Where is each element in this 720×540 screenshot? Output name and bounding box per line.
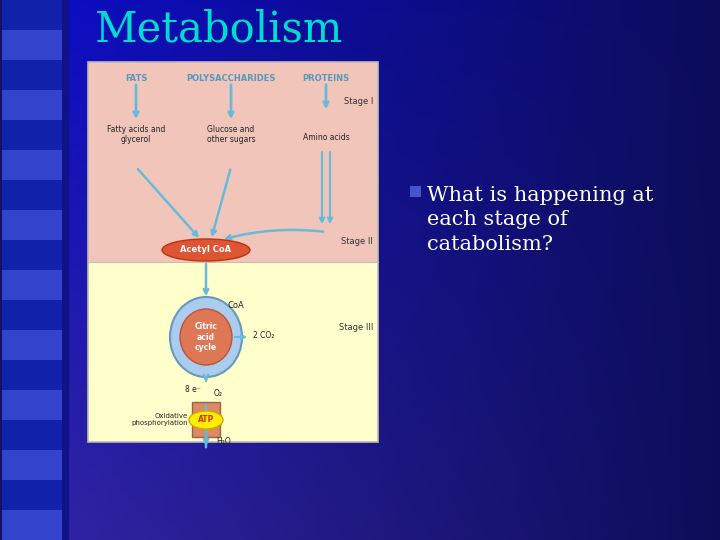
FancyBboxPatch shape xyxy=(2,210,62,240)
Text: ATP: ATP xyxy=(198,415,214,424)
FancyBboxPatch shape xyxy=(2,180,62,210)
Text: FATS: FATS xyxy=(125,74,147,83)
FancyBboxPatch shape xyxy=(410,186,421,197)
FancyBboxPatch shape xyxy=(2,420,62,450)
FancyBboxPatch shape xyxy=(2,60,62,90)
Text: 2 CO₂: 2 CO₂ xyxy=(253,330,274,340)
Ellipse shape xyxy=(162,239,250,261)
Text: Oxidative
phosphorylation: Oxidative phosphorylation xyxy=(131,413,188,426)
Ellipse shape xyxy=(180,309,232,365)
FancyBboxPatch shape xyxy=(88,262,378,442)
FancyBboxPatch shape xyxy=(2,330,62,360)
FancyBboxPatch shape xyxy=(88,62,378,262)
Text: Metabolism: Metabolism xyxy=(95,8,343,50)
FancyBboxPatch shape xyxy=(2,120,62,150)
Text: Glucose and
other sugars: Glucose and other sugars xyxy=(207,125,256,144)
Text: H₂O: H₂O xyxy=(216,437,230,447)
FancyBboxPatch shape xyxy=(2,30,62,60)
FancyBboxPatch shape xyxy=(2,300,62,330)
FancyBboxPatch shape xyxy=(192,402,220,437)
Ellipse shape xyxy=(170,297,242,377)
Text: Amino acids: Amino acids xyxy=(302,133,349,142)
Text: Stage III: Stage III xyxy=(338,322,373,332)
Text: POLYSACCHARIDES: POLYSACCHARIDES xyxy=(186,74,276,83)
FancyBboxPatch shape xyxy=(2,150,62,180)
Text: Citric
acid
cycle: Citric acid cycle xyxy=(194,322,217,352)
Text: Stage II: Stage II xyxy=(341,238,373,246)
FancyBboxPatch shape xyxy=(2,480,62,510)
Text: PROTEINS: PROTEINS xyxy=(302,74,350,83)
FancyBboxPatch shape xyxy=(2,510,62,540)
FancyBboxPatch shape xyxy=(2,90,62,120)
Text: O₂: O₂ xyxy=(214,388,223,397)
Text: CoA: CoA xyxy=(228,300,245,309)
Text: 8 e⁻: 8 e⁻ xyxy=(185,384,201,394)
Text: Stage I: Stage I xyxy=(343,98,373,106)
FancyBboxPatch shape xyxy=(2,0,62,30)
FancyBboxPatch shape xyxy=(0,0,68,540)
Text: What is happening at
each stage of
catabolism?: What is happening at each stage of catab… xyxy=(427,186,653,253)
FancyBboxPatch shape xyxy=(2,390,62,420)
FancyBboxPatch shape xyxy=(2,270,62,300)
Text: Fatty acids and
glycerol: Fatty acids and glycerol xyxy=(107,125,165,144)
FancyBboxPatch shape xyxy=(2,240,62,270)
FancyBboxPatch shape xyxy=(2,450,62,480)
Ellipse shape xyxy=(189,411,223,429)
FancyBboxPatch shape xyxy=(2,360,62,390)
Text: Acetyl CoA: Acetyl CoA xyxy=(181,246,232,254)
